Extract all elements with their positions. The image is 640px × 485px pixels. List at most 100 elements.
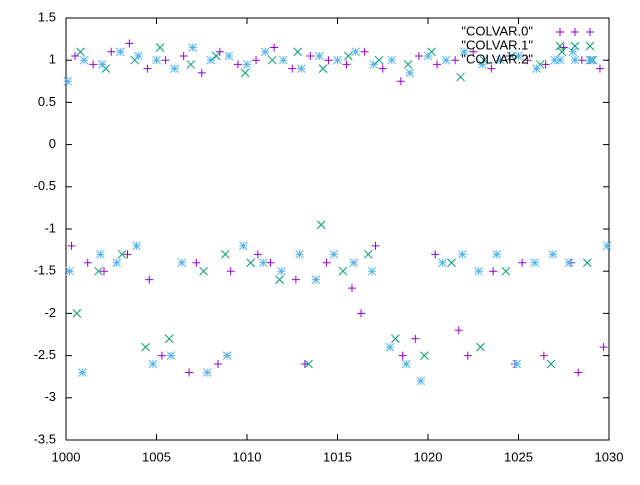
y-tick-label: 1 — [49, 52, 56, 67]
point — [186, 60, 196, 69]
point — [374, 55, 384, 65]
point — [518, 258, 527, 267]
point — [401, 359, 411, 369]
point — [582, 258, 592, 268]
point — [96, 249, 105, 259]
point — [155, 43, 165, 52]
point — [143, 64, 152, 73]
point — [145, 275, 154, 284]
x-tick-label: 1025 — [504, 449, 533, 464]
point — [125, 39, 134, 48]
y-tick-label: -3.5 — [34, 431, 56, 446]
x-tick-label: 1020 — [414, 449, 443, 464]
y-tick-label: -1 — [44, 220, 56, 235]
point — [220, 249, 230, 259]
point — [487, 64, 496, 73]
point — [112, 258, 122, 268]
point — [414, 51, 423, 60]
point — [275, 275, 284, 284]
point — [329, 249, 339, 259]
point — [369, 60, 379, 69]
point — [456, 72, 465, 82]
point — [97, 60, 107, 69]
point — [496, 55, 505, 65]
point — [65, 266, 74, 276]
point — [454, 326, 463, 335]
legend-label: "COLVAR.1" — [461, 37, 533, 52]
point — [246, 258, 255, 268]
point — [152, 55, 161, 65]
point — [530, 258, 540, 268]
point — [315, 51, 324, 61]
point — [71, 51, 80, 60]
point — [599, 343, 608, 352]
x-tick-label: 1030 — [595, 449, 624, 464]
point — [458, 249, 467, 259]
point — [311, 275, 321, 284]
point — [63, 76, 73, 86]
point — [557, 47, 567, 57]
point — [447, 258, 456, 268]
point — [333, 55, 342, 65]
point — [107, 47, 116, 56]
point — [177, 258, 187, 268]
y-tick-label: -1.5 — [34, 263, 56, 278]
point — [506, 51, 516, 61]
point — [474, 266, 484, 276]
point — [338, 266, 348, 276]
point — [420, 351, 429, 360]
point — [94, 266, 103, 276]
point — [306, 51, 315, 60]
point — [123, 250, 132, 259]
point — [202, 368, 212, 377]
point — [378, 64, 387, 73]
point — [267, 55, 277, 65]
point — [197, 68, 206, 77]
point — [242, 60, 252, 69]
point — [469, 47, 478, 56]
legend-marker — [555, 41, 595, 51]
point — [211, 51, 221, 61]
point — [523, 56, 532, 65]
y-tick-label: 0.5 — [38, 94, 56, 109]
x-tick-label: 1000 — [52, 449, 81, 464]
point — [226, 267, 235, 276]
point — [423, 51, 433, 61]
point — [595, 64, 604, 73]
y-tick-label: -0.5 — [34, 178, 56, 193]
point — [463, 351, 472, 360]
point — [260, 47, 270, 57]
point — [188, 43, 198, 52]
point — [363, 249, 373, 259]
point — [433, 60, 442, 69]
point — [357, 309, 366, 318]
point — [132, 241, 141, 251]
point — [141, 342, 150, 352]
point — [451, 56, 460, 65]
point — [387, 55, 397, 65]
point — [291, 275, 300, 284]
point — [304, 359, 313, 369]
x-tick-label: 1005 — [142, 449, 171, 464]
point — [371, 241, 380, 250]
legend-label: "COLVAR.0" — [461, 23, 533, 38]
point — [324, 56, 333, 65]
legend-label: "COLVAR.2" — [461, 51, 533, 66]
point — [157, 351, 166, 360]
point — [351, 47, 360, 57]
point — [224, 51, 234, 61]
point — [441, 55, 451, 65]
point — [431, 250, 440, 259]
x-tick-label: 1010 — [233, 449, 262, 464]
legend-marker — [555, 55, 595, 65]
point — [322, 258, 331, 267]
point — [548, 249, 558, 259]
point — [477, 60, 487, 69]
point — [293, 47, 303, 57]
point — [166, 351, 176, 360]
plot-frame — [65, 17, 610, 441]
point — [296, 64, 306, 73]
point — [161, 56, 170, 65]
point — [514, 51, 523, 61]
point — [489, 267, 498, 276]
